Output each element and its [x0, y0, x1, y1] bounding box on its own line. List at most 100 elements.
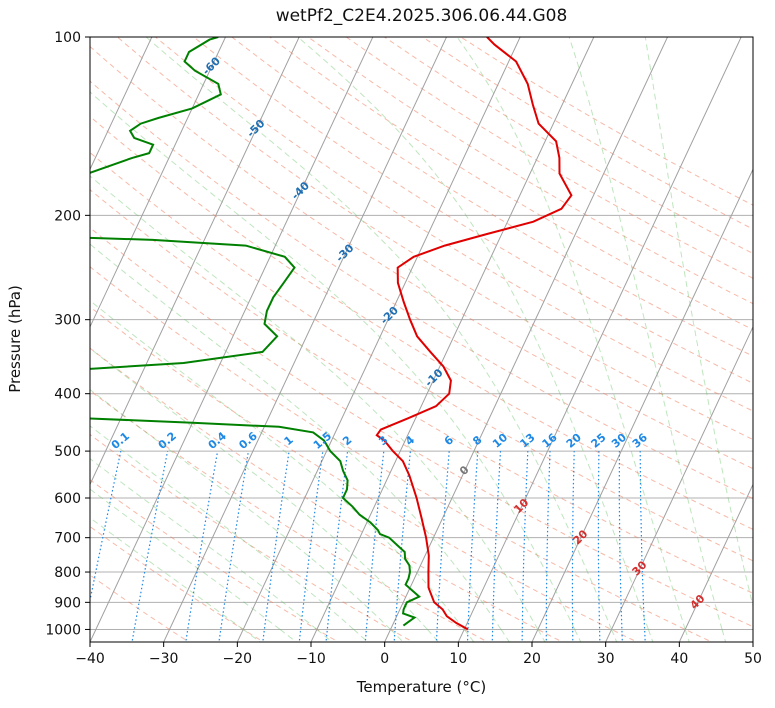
- plot-frame: [89, 36, 754, 643]
- dry-adiabat: [90, 189, 753, 594]
- x-tick-label: 50: [744, 651, 762, 667]
- moist-adiabat: [568, 37, 727, 642]
- mixing-ratio-line: [491, 451, 502, 642]
- x-tick-label: −20: [223, 651, 253, 667]
- mixing-ratio-label: 36: [630, 431, 650, 451]
- dry-adiabat: [90, 347, 564, 642]
- dry-adiabat: [90, 115, 753, 530]
- y-tick-label: 900: [54, 595, 81, 611]
- mixing-ratio-line: [218, 451, 249, 642]
- plot-area: -100-90-80-70-60-50-40-30-20-10010203040…: [90, 0, 753, 642]
- isotherm-label: 20: [570, 527, 590, 547]
- dry-adiabat: [90, 306, 639, 642]
- mixing-ratio-label: 6: [442, 433, 456, 448]
- mixing-ratio-line: [393, 451, 411, 642]
- y-tick-label: 100: [54, 30, 81, 46]
- mixing-ratio-label: 25: [589, 431, 609, 451]
- y-tick-label: 700: [54, 531, 81, 547]
- dewpoint-profile: [90, 37, 422, 627]
- mixing-ratio-line: [545, 451, 551, 642]
- dry-adiabat: [90, 227, 753, 628]
- mixing-ratio-line: [185, 450, 219, 642]
- dry-adiabat: [269, 37, 753, 331]
- temperature-profile: [375, 37, 573, 631]
- dry-adiabat: [155, 37, 753, 412]
- mixing-ratio-line: [435, 451, 450, 642]
- y-tick-label: 300: [54, 313, 81, 329]
- x-tick-label: 30: [597, 651, 615, 667]
- x-tick-label: 0: [380, 651, 389, 667]
- moist-adiabat: [90, 91, 582, 642]
- dry-adiabat: [90, 266, 713, 642]
- moist-adiabat: [90, 388, 404, 642]
- dry-adiabat: [90, 45, 753, 470]
- y-axis-label: Pressure (hPa): [6, 285, 24, 393]
- mixing-ratio-line: [571, 451, 575, 642]
- y-tick-label: 400: [54, 387, 81, 403]
- mixing-ratio-line: [364, 451, 385, 642]
- isotherm-label: 10: [511, 496, 531, 516]
- mixing-ratio-line: [466, 451, 479, 642]
- mixing-ratio-label: 13: [517, 431, 537, 451]
- isotherm-line: [90, 37, 300, 486]
- y-tick-label: 600: [54, 491, 81, 507]
- isotherm-line: [605, 325, 753, 642]
- dry-adiabat: [90, 151, 753, 562]
- dry-adiabat: [116, 37, 753, 441]
- isotherm-line: [310, 37, 595, 642]
- isotherm-line: [531, 168, 753, 642]
- mixing-ratio-label: 20: [564, 431, 584, 451]
- moist-adiabat: [90, 175, 546, 642]
- mixing-ratio-line: [90, 450, 122, 604]
- isotherm-line: [384, 37, 669, 642]
- isotherm-label: -50: [244, 117, 267, 140]
- isotherm-label: -70: [155, 0, 178, 15]
- mixing-ratio-line: [262, 451, 290, 642]
- mixing-ratio-label: 1: [282, 433, 296, 448]
- y-tick-label: 500: [54, 444, 81, 460]
- isotherm-label: 40: [688, 592, 708, 612]
- y-tick-label: 800: [54, 565, 81, 581]
- mixing-ratio-line: [618, 451, 623, 642]
- isotherm-line: [163, 37, 448, 642]
- dry-adiabat: [231, 37, 753, 357]
- mixing-ratio-line: [597, 451, 601, 642]
- dry-adiabat: [307, 37, 753, 305]
- dry-adiabat: [345, 37, 753, 279]
- isotherm-line: [90, 37, 374, 642]
- isotherm-label: 30: [630, 558, 650, 578]
- mixing-ratio-label: 0.4: [206, 429, 230, 452]
- x-tick-label: 40: [670, 651, 688, 667]
- dry-adiabat: [90, 574, 190, 642]
- moist-adiabat: [90, 458, 333, 642]
- mixing-ratio-line: [521, 451, 529, 642]
- isotherm-line: [90, 37, 227, 329]
- mixing-ratio-line: [639, 451, 646, 642]
- isotherm-label: -20: [378, 304, 401, 327]
- isotherm-line: [457, 37, 742, 642]
- x-axis-label: Temperature (°C): [356, 678, 487, 696]
- x-tick-label: 20: [523, 651, 541, 667]
- moist-adiabat: [145, 37, 618, 642]
- moist-adiabat: [90, 243, 511, 642]
- moist-adiabat: [90, 517, 262, 642]
- isotherm-line: [752, 640, 753, 642]
- isotherm-line: [678, 483, 753, 642]
- moist-adiabat: [90, 347, 440, 642]
- mixing-ratio-label: 10: [490, 431, 510, 451]
- chart-title: wetPf2_C2E4.2025.306.06.44.G08: [275, 6, 568, 26]
- dry-adiabat: [90, 80, 753, 500]
- x-tick-label: 10: [449, 651, 467, 667]
- mixing-ratio-line: [298, 451, 324, 642]
- x-tick-label: −10: [296, 651, 326, 667]
- dry-adiabat: [90, 479, 340, 642]
- isotherm-label: -30: [333, 241, 356, 264]
- moist-adiabat: [456, 37, 690, 642]
- mixing-ratio-label: 0.2: [156, 429, 179, 451]
- y-tick-label: 200: [54, 208, 81, 224]
- moist-adiabat: [90, 425, 369, 642]
- isotherm-label: -40: [289, 179, 312, 202]
- mixing-ratio-label: 16: [540, 431, 560, 451]
- y-tick-label: 1000: [45, 622, 81, 638]
